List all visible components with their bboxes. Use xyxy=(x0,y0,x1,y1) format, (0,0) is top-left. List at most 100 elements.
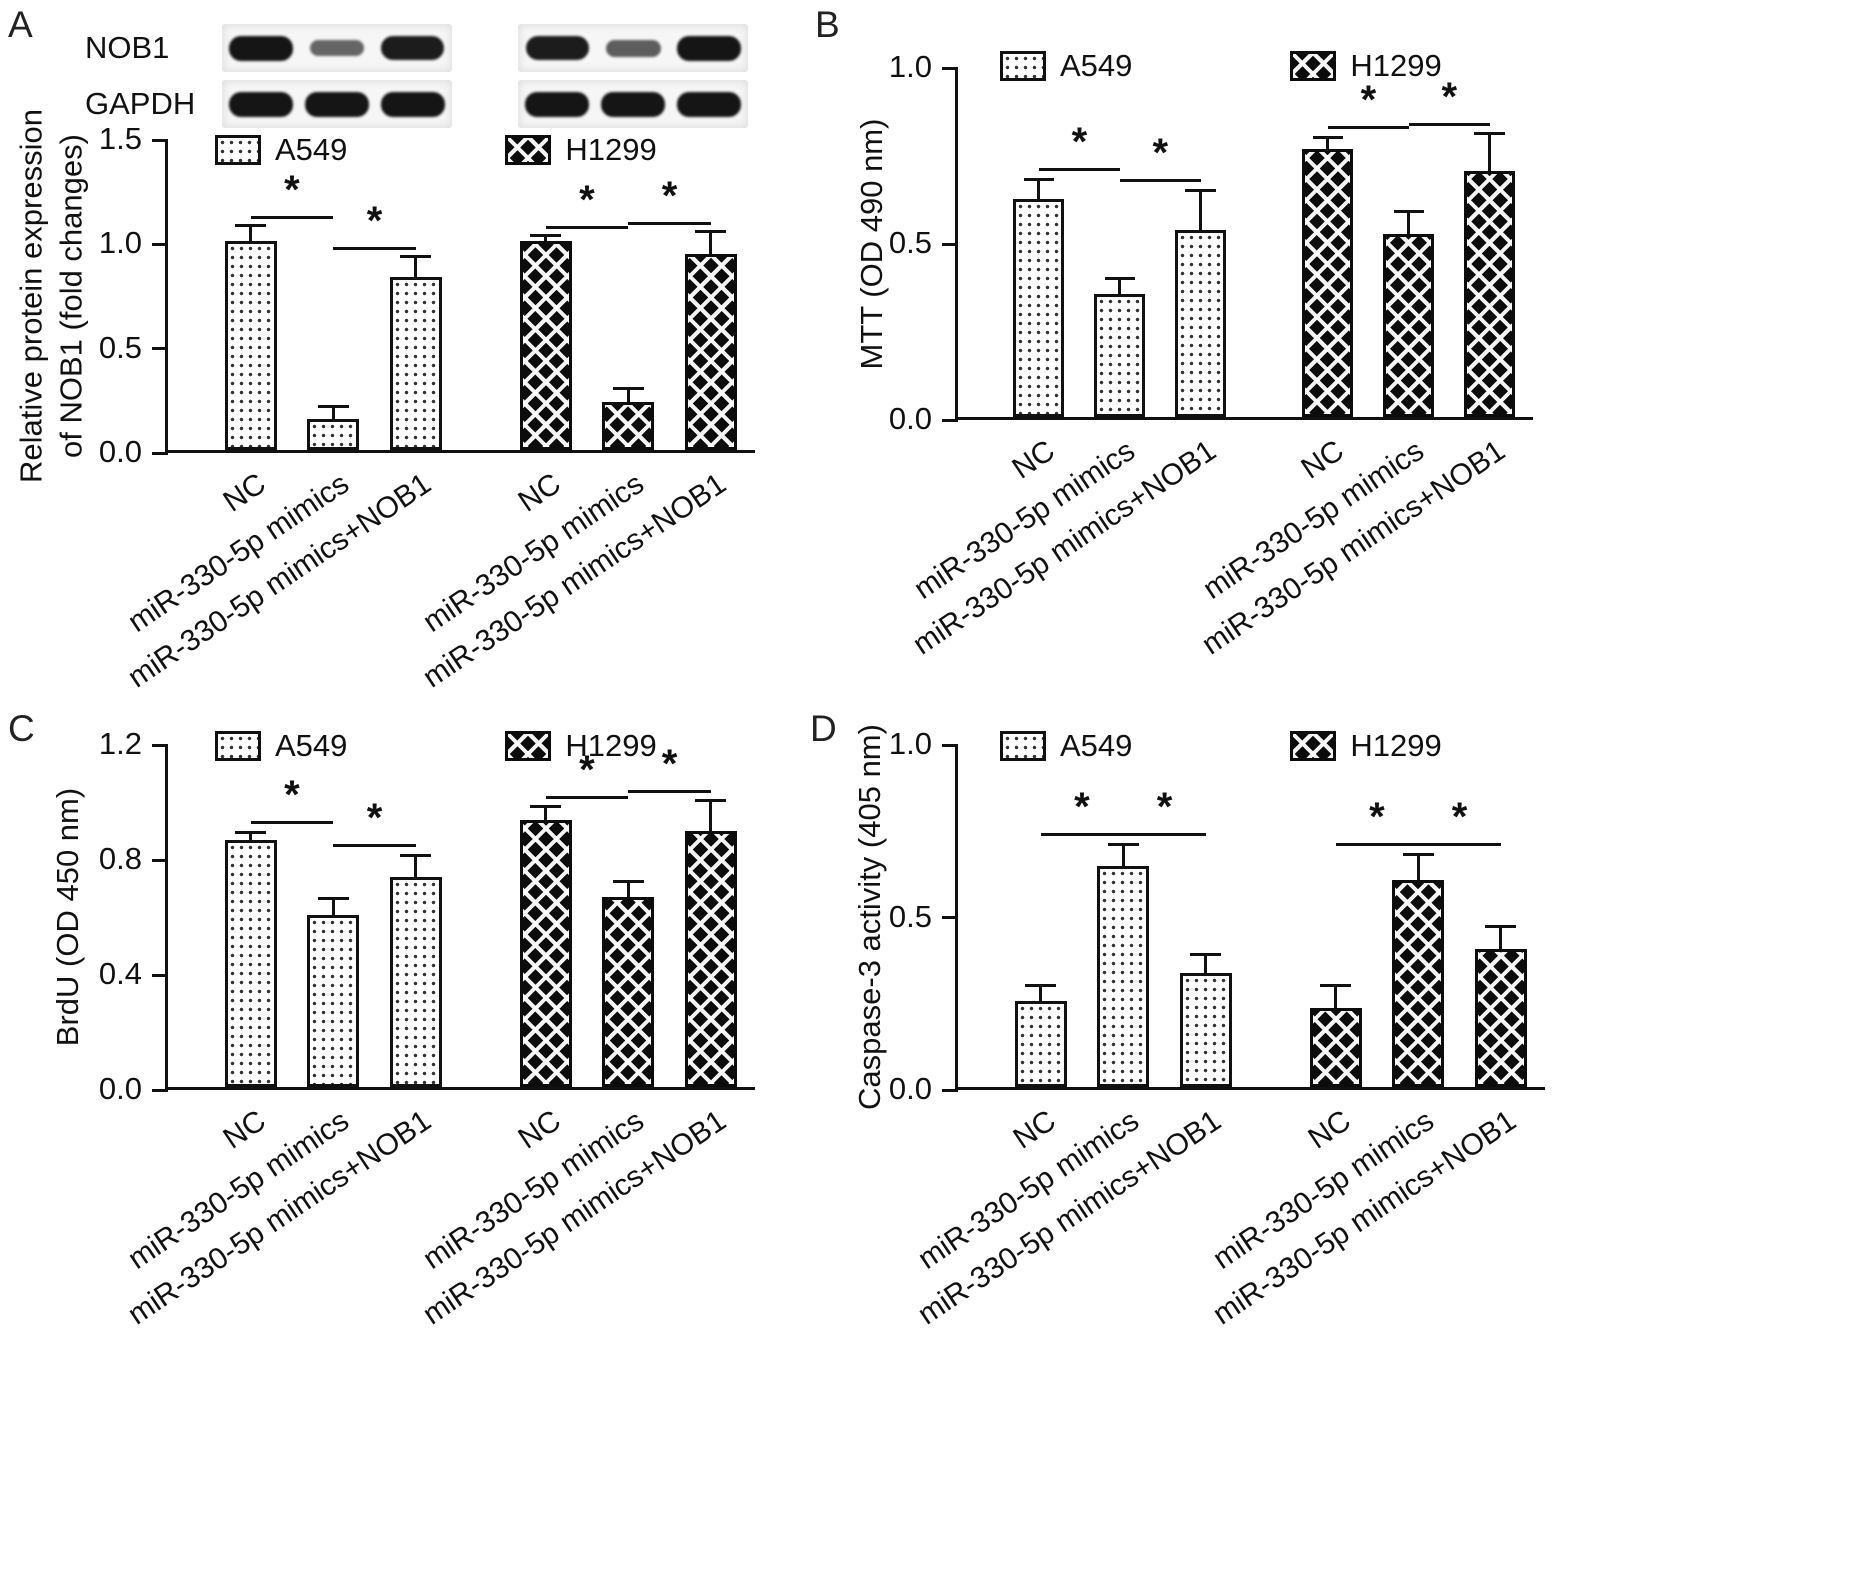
legend-entry-h1299: H1299 xyxy=(505,728,657,764)
y-tick-mark xyxy=(942,66,958,70)
error-bar-line xyxy=(709,802,713,832)
significance-asterisk: * xyxy=(661,741,678,786)
error-bar-line xyxy=(1499,928,1503,949)
blot-strip xyxy=(222,80,452,128)
y-tick-mark xyxy=(942,743,958,747)
y-tick-label: 0.0 xyxy=(888,1071,932,1106)
bar-h1299-1 xyxy=(1302,149,1354,417)
error-bar-cap xyxy=(1023,178,1055,182)
error-bar-line xyxy=(249,834,253,840)
panel-b: B MTT (OD 490 nm) A549 H1299 0.0 0.5 1.0 * *… xyxy=(800,0,1868,700)
significance-line xyxy=(545,795,629,799)
legend-entry-h1299: H1299 xyxy=(505,132,657,168)
bar-h1299-2 xyxy=(1392,880,1445,1087)
y-tick-label: 0.0 xyxy=(888,401,932,436)
error-bar-line xyxy=(1039,986,1043,1001)
bar-h1299-2 xyxy=(602,402,655,450)
error-bar-line xyxy=(331,900,335,915)
blot-band xyxy=(309,40,365,56)
legend-entry-h1299: H1299 xyxy=(1290,728,1442,764)
bar-h1299-3 xyxy=(1474,949,1527,1087)
blot-band xyxy=(525,36,589,60)
significance-line xyxy=(1123,832,1206,836)
significance-line xyxy=(1327,126,1409,130)
legend-entry-h1299: H1299 xyxy=(1290,48,1442,84)
y-tick-label: 0.0 xyxy=(98,1071,142,1106)
legend-label-a549: A549 xyxy=(1060,48,1133,83)
significance-line xyxy=(628,789,711,793)
significance-asterisk: * xyxy=(284,773,300,818)
significance-line xyxy=(1418,843,1501,847)
y-tick-mark xyxy=(152,858,168,862)
error-bar-cap xyxy=(612,386,644,390)
significance-asterisk: * xyxy=(366,198,383,243)
error-bar-line xyxy=(414,258,418,277)
bar-h1299-1 xyxy=(519,241,572,450)
y-axis-label: BrdU (OD 450 nm) xyxy=(49,787,85,1047)
error-bar-cap xyxy=(1104,276,1136,280)
error-bar-line xyxy=(414,857,418,878)
y-tick-mark xyxy=(152,347,168,351)
blot-band xyxy=(380,91,445,117)
error-bar-cap xyxy=(317,405,349,409)
y-tick-mark xyxy=(942,418,958,422)
legend-entry-a549: A549 xyxy=(215,728,347,764)
significance-asterisk: * xyxy=(366,796,383,841)
legend: A549 H1299 xyxy=(1000,48,1442,84)
x-tick-label: NC xyxy=(512,1104,568,1156)
bar-a549-1 xyxy=(1013,198,1065,417)
error-bar-cap xyxy=(1185,188,1217,192)
error-bar-cap xyxy=(612,879,644,883)
error-bar-cap xyxy=(400,255,432,259)
y-tick-mark xyxy=(942,1088,958,1092)
panel-letter-b: B xyxy=(815,4,840,45)
panel-c: C BrdU (OD 450 nm) A549 H1299 0.0 0.4 0.8 1… xyxy=(0,700,800,1591)
error-bar-line xyxy=(626,389,630,403)
x-tick-label: NC xyxy=(1302,1104,1358,1156)
blot-band xyxy=(305,91,369,117)
error-bar-cap xyxy=(235,831,267,834)
error-bar-cap xyxy=(1312,135,1344,139)
y-tick-mark xyxy=(152,451,168,455)
panel-letter-a: A xyxy=(8,4,33,45)
bar-h1299-2 xyxy=(1383,233,1435,417)
y-tick-label: 0.4 xyxy=(98,956,142,991)
legend-label-h1299: H1299 xyxy=(1350,728,1442,763)
significance-line xyxy=(333,844,416,848)
legend-swatch-a549 xyxy=(215,135,261,165)
significance-asterisk: * xyxy=(1441,74,1458,119)
error-bar-cap xyxy=(530,805,562,809)
blot-band xyxy=(601,91,665,117)
legend: A549 H1299 xyxy=(215,728,657,764)
blot-band xyxy=(605,39,661,57)
blot-band xyxy=(676,91,741,117)
bar-a549-2 xyxy=(307,418,360,450)
significance-line xyxy=(1119,178,1201,182)
plot-area-d: 0.0 0.5 1.0 * * * * NC miR-330-5p mimics miR-330-… xyxy=(889,726,1545,1331)
legend-label-a549: A549 xyxy=(275,728,348,763)
y-tick-label: 1.2 xyxy=(98,726,142,761)
legend: A549 H1299 xyxy=(215,132,657,168)
error-bar-cap xyxy=(400,854,432,857)
legend-swatch-a549 xyxy=(1000,731,1046,761)
legend-label-h1299: H1299 xyxy=(565,132,657,167)
plot-area-b: 0.0 0.5 1.0 * * * * NC miR-330-5p mimics miR-330-… xyxy=(889,49,1533,661)
error-bar-line xyxy=(249,226,253,242)
legend-label-a549: A549 xyxy=(275,132,348,167)
error-bar-line xyxy=(1121,845,1125,867)
error-bar-cap xyxy=(1393,209,1425,213)
blot-strip xyxy=(518,24,748,72)
error-bar-line xyxy=(1334,986,1338,1008)
legend-swatch-h1299 xyxy=(1290,51,1337,81)
y-tick-label: 1.5 xyxy=(98,121,142,156)
error-bar-cap xyxy=(1402,852,1434,856)
blot-label-gapdh: GAPDH xyxy=(85,86,196,121)
legend-swatch-h1299 xyxy=(1290,731,1337,761)
blot-band xyxy=(525,91,590,117)
x-tick-label: NC xyxy=(217,1104,273,1156)
significance-line xyxy=(1040,832,1124,836)
significance-line xyxy=(250,215,334,219)
error-bar-cap xyxy=(1190,952,1222,956)
error-bar-line xyxy=(331,408,335,419)
